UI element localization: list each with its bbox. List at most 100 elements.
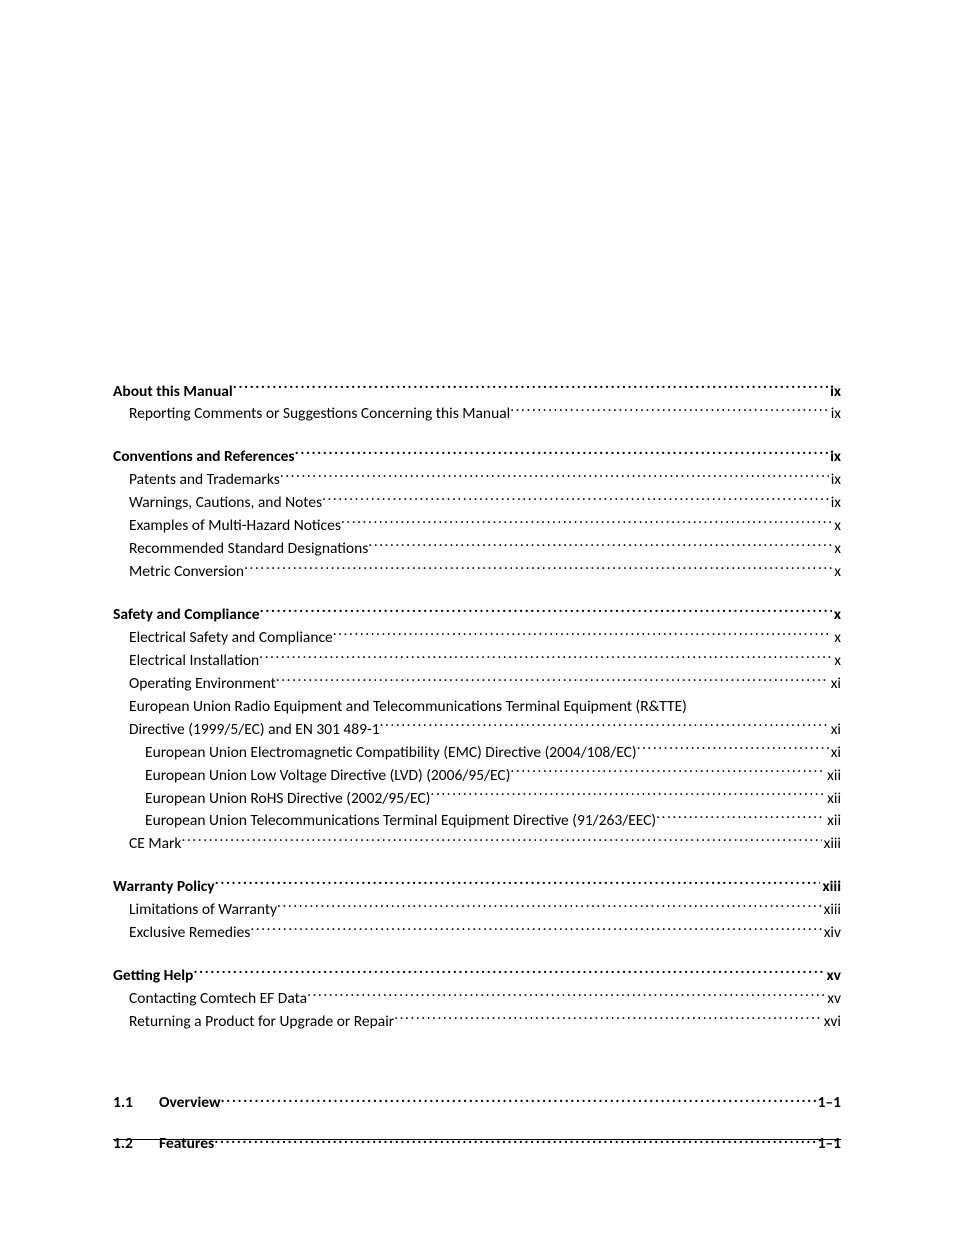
toc-leader [333,627,833,643]
toc-title: Conventions and References [113,446,295,468]
toc-item: Reporting Comments or Suggestions Concer… [113,403,841,426]
toc-content: About this Manual ix Reporting Comments … [113,0,841,1153]
toc-page: xv [825,965,841,987]
toc-page: x [832,604,841,626]
toc-page: x [832,538,841,560]
toc-item: Recommended Standard Designations x [113,538,841,561]
toc-heading: Warranty Policy xiii [113,876,841,899]
toc-leader [295,446,829,462]
page: About this Manual ix Reporting Comments … [0,0,954,1235]
toc-item: Exclusive Remedies xiv [113,922,841,945]
toc-leader [276,673,829,689]
toc-title: Returning a Product for Upgrade or Repai… [129,1011,394,1033]
toc-leader [233,380,828,396]
toc-page: x [832,627,841,649]
toc-leader [215,876,821,892]
toc-leader [181,833,821,849]
toc-title: European Union Telecommunications Termin… [145,810,656,832]
toc-title: Exclusive Remedies [129,922,250,944]
toc-heading: Safety and Compliance x [113,604,841,627]
toc-page: ix [829,403,841,425]
toc-item: European Union Telecommunications Termin… [113,810,841,833]
toc-section-number: 1.2 [113,1134,159,1153]
toc-page: xiii [822,899,841,921]
toc-leader [430,787,825,803]
toc-title: About this Manual [113,381,233,403]
toc-item: Warnings, Cautions, and Notes ix [113,492,841,515]
toc-leader [380,718,829,734]
toc-item: Examples of Multi-Hazard Notices x [113,515,841,538]
toc-page: x [832,561,841,583]
toc-page: xii [825,765,841,787]
toc-title: Patents and Trademarks [129,469,280,491]
toc-item: Electrical Installation x [113,650,841,673]
toc-page: xiv [822,922,841,944]
toc-item-wrapped-line2: Directive (1999/5/EC) and EN 301 489-1 x… [113,718,841,741]
toc-leader [259,650,832,666]
toc-item: Contacting Comtech EF Data xv [113,988,841,1011]
toc-page: ix [829,469,841,491]
toc-leader [260,604,832,620]
toc-leader [277,899,822,915]
toc-page: xvi [822,1011,841,1033]
toc-leader [250,922,821,938]
toc-title: Overview [159,1093,221,1112]
toc-page: xi [829,673,841,695]
toc-item: CE Mark xiii [113,833,841,856]
toc-page: x [832,650,841,672]
toc-item: European Union Low Voltage Directive (LV… [113,764,841,787]
toc-page: xiii [822,833,841,855]
toc-title: Operating Environment [129,673,276,695]
toc-title: European Union Radio Equipment and Telec… [129,696,687,718]
toc-title: Safety and Compliance [113,604,260,626]
toc-item-wrapped-line1: European Union Radio Equipment and Telec… [113,696,841,718]
toc-heading: Getting Help xv [113,965,841,988]
toc-title: Electrical Safety and Compliance [129,627,333,649]
toc-item: Patents and Trademarks ix [113,469,841,492]
toc-title: CE Mark [129,833,181,855]
toc-title: Directive (1999/5/EC) and EN 301 489-1 [129,719,380,741]
toc-heading: About this Manual ix [113,380,841,403]
toc-item: Operating Environment xi [113,673,841,696]
toc-leader [637,741,829,757]
toc-title: Metric Conversion [129,561,244,583]
toc-title: Electrical Installation [129,650,259,672]
toc-page: xii [825,810,841,832]
toc-title: Warnings, Cautions, and Notes [129,492,322,514]
toc-section-number: 1.1 [113,1093,159,1112]
toc-page: 1–1 [816,1134,841,1153]
toc-page: ix [828,381,841,403]
toc-title: European Union Low Voltage Directive (LV… [145,765,510,787]
toc-leader [510,403,829,419]
toc-item: European Union Electromagnetic Compatibi… [113,741,841,764]
toc-title: Limitations of Warranty [129,899,277,921]
toc-leader [280,469,829,485]
toc-title: Features [159,1134,214,1153]
toc-page: ix [829,492,841,514]
toc-title: Getting Help [113,965,193,987]
toc-page: 1–1 [816,1093,841,1112]
toc-page: xii [825,788,841,810]
toc-leader [221,1092,816,1108]
toc-leader [510,764,825,780]
toc-numbered-item: 1.2 Features 1–1 [113,1132,841,1153]
toc-title: European Union Electromagnetic Compatibi… [145,742,637,764]
toc-leader [394,1011,822,1027]
toc-title: European Union RoHS Directive (2002/95/E… [145,788,430,810]
footer-rule [113,1139,841,1140]
toc-leader [368,538,832,554]
toc-page: xi [829,719,841,741]
toc-heading: Conventions and References ix [113,446,841,469]
toc-item: Metric Conversion x [113,561,841,584]
toc-leader [244,561,832,577]
toc-title: Warranty Policy [113,876,215,898]
toc-title: Examples of Multi-Hazard Notices [129,515,341,537]
toc-leader [193,965,824,981]
toc-leader [322,492,829,508]
toc-title: Reporting Comments or Suggestions Concer… [129,403,510,425]
toc-item: Electrical Safety and Compliance x [113,627,841,650]
toc-leader [341,515,832,531]
toc-page: xv [825,988,841,1010]
toc-page: xi [829,742,841,764]
toc-item: European Union RoHS Directive (2002/95/E… [113,787,841,810]
